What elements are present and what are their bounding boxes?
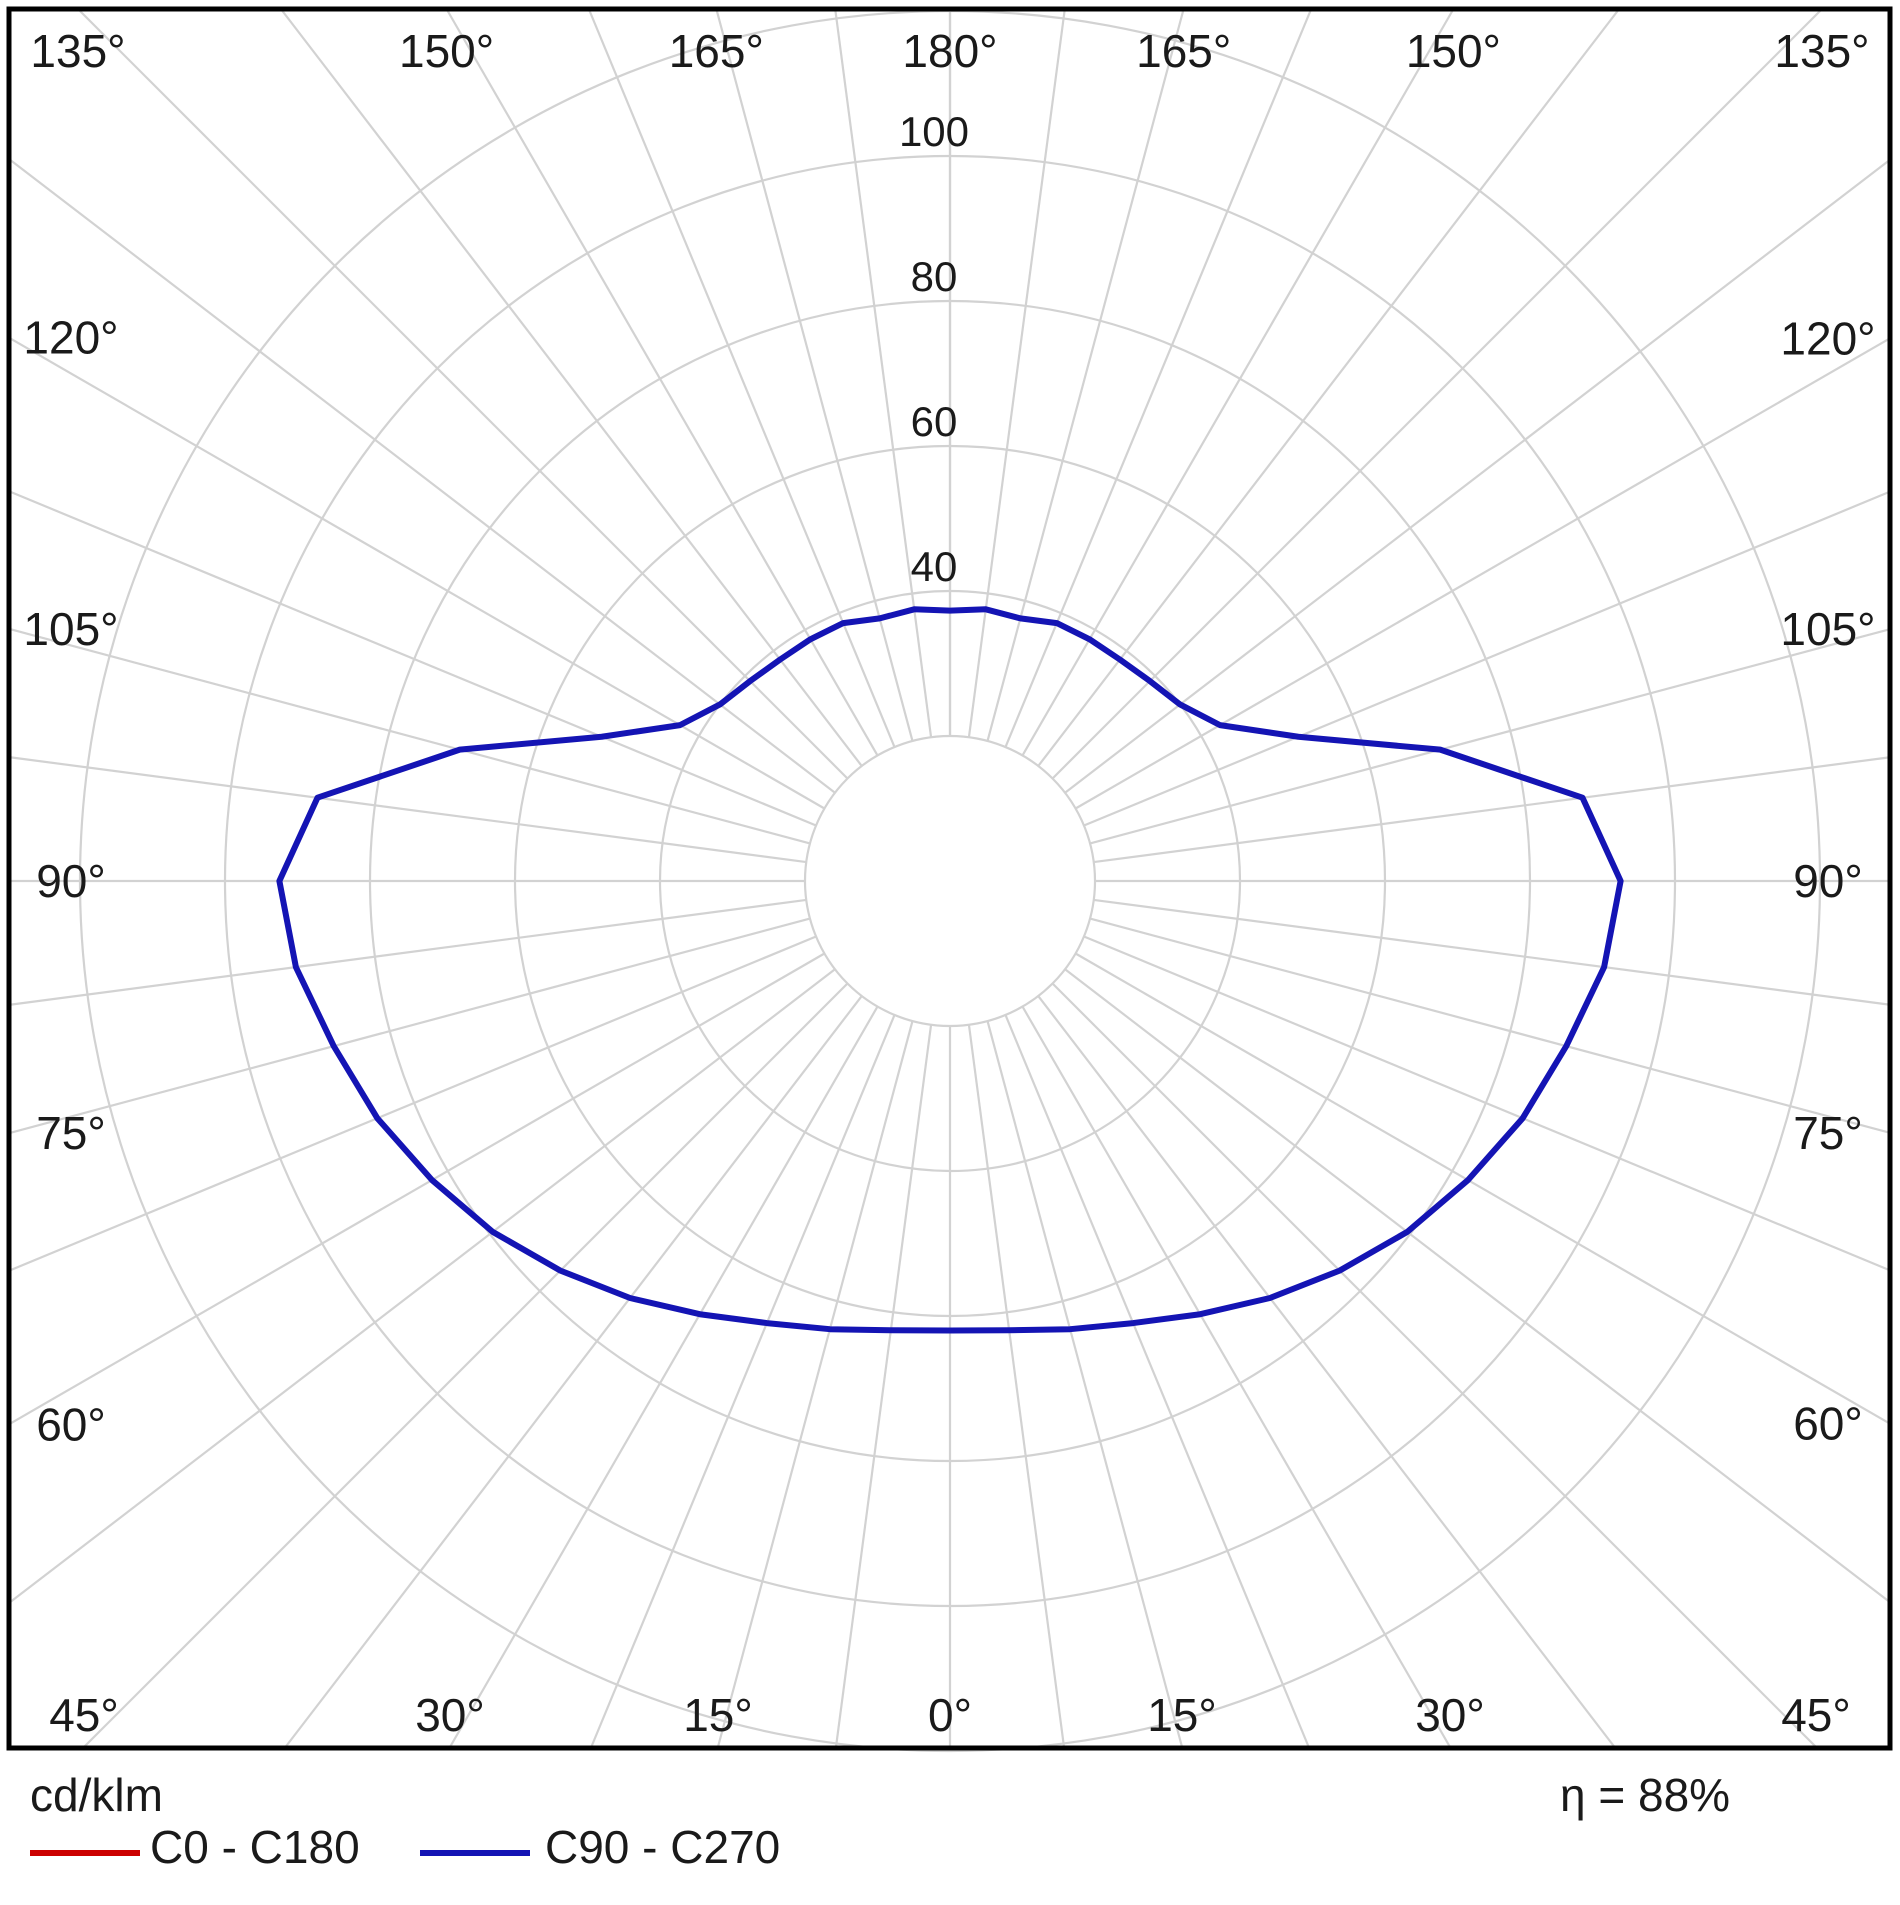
svg-text:15°: 15° [683,1689,753,1741]
svg-text:40: 40 [911,543,958,590]
svg-text:90°: 90° [1793,855,1863,907]
svg-text:100: 100 [899,108,969,155]
svg-text:45°: 45° [1781,1689,1851,1741]
svg-text:80: 80 [911,253,958,300]
svg-text:120°: 120° [23,312,118,364]
svg-text:165°: 165° [669,25,764,77]
svg-text:75°: 75° [1793,1107,1863,1159]
svg-text:165°: 165° [1136,25,1231,77]
svg-text:30°: 30° [415,1689,485,1741]
svg-text:105°: 105° [1780,603,1875,655]
svg-text:150°: 150° [1406,25,1501,77]
svg-text:60: 60 [911,398,958,445]
svg-text:90°: 90° [36,855,106,907]
svg-text:105°: 105° [23,603,118,655]
svg-text:0°: 0° [928,1689,972,1741]
svg-text:120°: 120° [1780,312,1875,364]
svg-text:135°: 135° [1774,25,1869,77]
svg-text:30°: 30° [1415,1689,1485,1741]
svg-text:60°: 60° [36,1398,106,1450]
svg-text:15°: 15° [1147,1689,1217,1741]
svg-text:75°: 75° [36,1107,106,1159]
svg-text:45°: 45° [49,1689,119,1741]
svg-text:135°: 135° [30,25,125,77]
svg-text:180°: 180° [902,25,997,77]
svg-text:150°: 150° [399,25,494,77]
svg-text:60°: 60° [1793,1398,1863,1450]
